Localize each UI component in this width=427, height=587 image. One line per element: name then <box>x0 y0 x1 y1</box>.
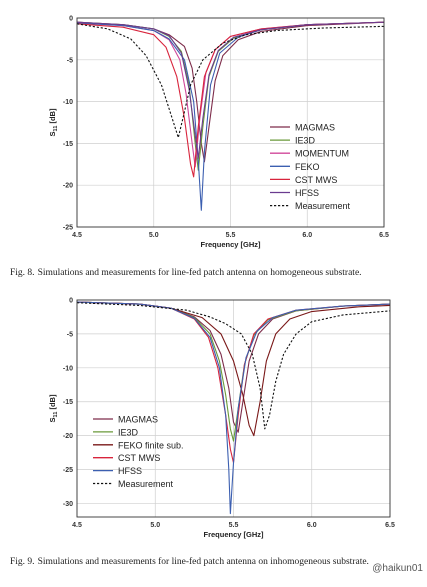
y-tick-label: -15 <box>63 141 73 148</box>
x-tick-label: 5.5 <box>229 522 239 529</box>
y-tick-label: -25 <box>63 467 73 474</box>
chart-fig9: 4.5 5.0 5.5 6.0 6.5 0 -5 -10 -15 -20 -25 -30 Frequen… <box>48 298 395 540</box>
series-group <box>77 301 390 515</box>
legend-label: IE3D <box>295 136 316 146</box>
caption-fig8-number: Fig. 8. <box>10 268 35 278</box>
legend-label: HFSS <box>295 188 319 198</box>
plot-frame <box>76 299 391 518</box>
y-tick-label: -15 <box>63 399 73 406</box>
legend-label: MAGMAS <box>295 123 335 133</box>
caption-fig9-number: Fig. 9. <box>10 557 35 567</box>
series-line-hfss <box>77 301 390 515</box>
y-tick-label: -30 <box>63 501 73 508</box>
x-axis-label: Frequency [GHz] <box>200 240 261 249</box>
series-line-hfss <box>77 21 384 159</box>
x-tick-label: 5.5 <box>226 232 236 239</box>
caption-fig9: Fig. 9. Simulations and measurements for … <box>10 556 420 568</box>
plot-frame <box>76 17 385 228</box>
x-tick-label: 5.0 <box>149 232 159 239</box>
caption-fig9-text: Simulations and measurements for line-fe… <box>37 557 369 567</box>
x-tick-label: 6.5 <box>379 232 389 239</box>
legend-label: CST MWS <box>295 175 337 185</box>
x-tick-label: 6.5 <box>385 522 395 529</box>
y-tick-label: -5 <box>67 331 73 338</box>
y-tick-label: -5 <box>67 57 73 64</box>
legend: MAGMAS IE3D FEKO finite sub. CST MWS HFSS Mea… <box>93 415 184 489</box>
x-tick-label: 4.5 <box>72 522 82 529</box>
y-tick-label: 0 <box>69 16 73 23</box>
legend-label: FEKO <box>295 162 320 172</box>
series-group <box>77 21 384 211</box>
legend-label: FEKO finite sub. <box>118 440 184 450</box>
y-tick-label: -10 <box>63 365 73 372</box>
y-axis-label: S11 [dB] <box>48 394 59 422</box>
y-axis-label: S11 [dB] <box>48 108 59 136</box>
series-line-measurement <box>77 23 384 139</box>
caption-fig8: Fig. 8. Simulations and measurements for … <box>10 267 420 279</box>
legend-label: IE3D <box>118 427 139 437</box>
x-tick-label: 5.0 <box>150 522 160 529</box>
x-tick-label: 6.0 <box>307 522 317 529</box>
watermark: @haikun01 <box>372 563 423 574</box>
legend-label: HFSS <box>118 466 142 476</box>
y-tick-label: 0 <box>69 298 73 305</box>
legend-label: CST MWS <box>118 453 160 463</box>
caption-fig8-text: Simulations and measurements for line-fe… <box>37 268 362 278</box>
x-axis-label: Frequency [GHz] <box>203 530 264 539</box>
series-line-cst-mws <box>77 21 384 178</box>
y-tick-label: -20 <box>63 183 73 190</box>
legend-label: MOMENTUM <box>295 149 349 159</box>
chart-fig8: 4.5 5.0 5.5 6.0 6.5 0 -5 -10 -15 -20 -25 Frequency … <box>48 16 389 250</box>
legend-label: Measurement <box>295 201 351 211</box>
legend: MAGMAS IE3D MOMENTUM FEKO CST MWS HFSS Measure… <box>270 123 351 211</box>
x-tick-label: 4.5 <box>72 232 82 239</box>
series-line-feko-finite-sub- <box>77 301 390 437</box>
legend-label: MAGMAS <box>118 415 158 425</box>
x-tick-label: 6.0 <box>302 232 312 239</box>
legend-label: Measurement <box>118 479 174 489</box>
y-tick-label: -25 <box>63 225 73 232</box>
y-tick-label: -10 <box>63 99 73 106</box>
y-tick-label: -20 <box>63 433 73 440</box>
series-line-measurement <box>77 302 390 430</box>
